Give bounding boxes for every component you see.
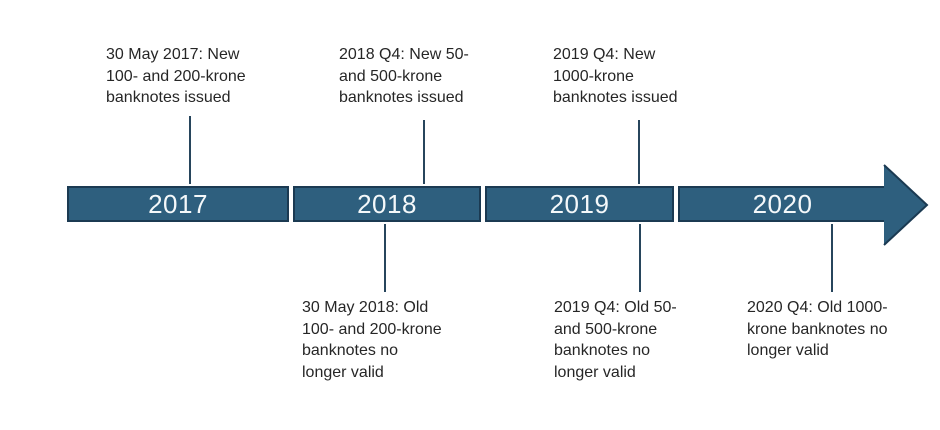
event-label-new-100-200: 30 May 2017: New 100- and 200-krone bank… <box>106 46 246 106</box>
event-label-old-50-500: 2019 Q4: Old 50- and 500-krone banknotes… <box>554 299 677 381</box>
connector-line-new-1000 <box>638 120 640 184</box>
connector-line-old-1000 <box>831 224 833 292</box>
timeline-segment-2020: 2020 <box>678 186 885 222</box>
year-label-2019: 2019 <box>549 188 610 219</box>
event-label-old-100-200: 30 May 2018: Old 100- and 200-krone bank… <box>302 299 442 381</box>
event-label-new-1000: 2019 Q4: New 1000-krone banknotes issued <box>553 46 678 106</box>
year-label-2017: 2017 <box>148 188 208 219</box>
timeline-segment-2019: 2019 <box>485 186 674 222</box>
event-label-new-50-500: 2018 Q4: New 50- and 500-krone banknotes… <box>339 46 469 106</box>
connector-line-new-50-500 <box>423 120 425 184</box>
year-label-2020: 2020 <box>752 188 813 219</box>
connector-line-new-100-200 <box>189 116 191 184</box>
connector-line-old-50-500 <box>639 224 641 292</box>
arrow-head-icon <box>883 164 929 246</box>
connector-line-old-100-200 <box>384 224 386 292</box>
year-label-2018: 2018 <box>357 188 417 219</box>
event-label-old-1000: 2020 Q4: Old 1000- krone banknotes no lo… <box>747 299 888 359</box>
timeline-segment-2018: 2018 <box>293 186 481 222</box>
timeline-segment-2017: 2017 <box>67 186 289 222</box>
